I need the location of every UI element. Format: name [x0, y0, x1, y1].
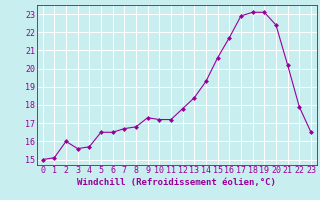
X-axis label: Windchill (Refroidissement éolien,°C): Windchill (Refroidissement éolien,°C) [77, 178, 276, 187]
